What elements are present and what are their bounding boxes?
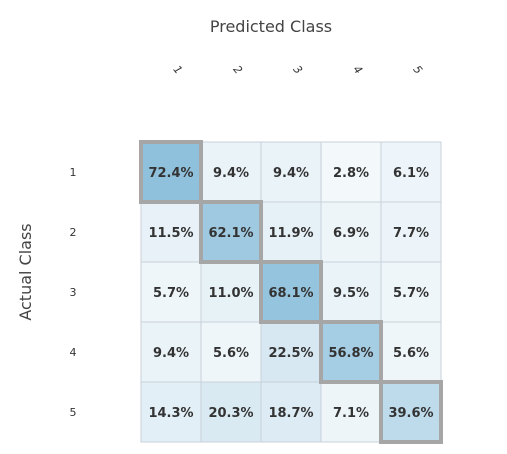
cell-value-label: 72.4% bbox=[148, 166, 193, 181]
y-tick-label: 4 bbox=[70, 346, 77, 359]
x-axis-title: Predicted Class bbox=[210, 17, 332, 36]
x-tick-label: 5 bbox=[410, 63, 424, 77]
y-tick-label: 3 bbox=[70, 286, 77, 299]
cell-value-label: 9.4% bbox=[273, 166, 309, 181]
cell-value-label: 62.1% bbox=[208, 226, 253, 241]
x-tick-label: 2 bbox=[230, 63, 244, 77]
y-tick-label: 1 bbox=[70, 166, 77, 179]
y-axis-ticks: 1 2 3 4 5 bbox=[70, 166, 77, 419]
x-tick-label: 3 bbox=[290, 63, 304, 77]
cell-value-label: 7.1% bbox=[333, 406, 369, 421]
cell-value-label: 11.0% bbox=[208, 286, 253, 301]
cell-value-label: 2.8% bbox=[333, 166, 369, 181]
cell-value-label: 7.7% bbox=[393, 226, 429, 241]
cell-value-label: 6.9% bbox=[333, 226, 369, 241]
cell-value-label: 22.5% bbox=[268, 346, 313, 361]
cell-value-label: 20.3% bbox=[208, 406, 253, 421]
heatmap-cells: 72.4% 9.4% 9.4% 2.8% 6.1% 11.5% 62.1% 11.9% 6.9%… bbox=[141, 142, 441, 442]
cell-value-label: 11.5% bbox=[148, 226, 193, 241]
cell-value-label: 5.6% bbox=[213, 346, 249, 361]
cell-value-label: 11.9% bbox=[268, 226, 313, 241]
cell-value-label: 9.4% bbox=[213, 166, 249, 181]
cell-value-label: 18.7% bbox=[268, 406, 313, 421]
y-axis-title: Actual Class bbox=[16, 223, 35, 320]
cell-value-label: 5.7% bbox=[393, 286, 429, 301]
cell-value-label: 9.5% bbox=[333, 286, 369, 301]
cell-value-label: 14.3% bbox=[148, 406, 193, 421]
cell-value-label: 6.1% bbox=[393, 166, 429, 181]
cell-value-label: 5.6% bbox=[393, 346, 429, 361]
cell-value-label: 56.8% bbox=[328, 346, 373, 361]
cell-value-label: 9.4% bbox=[153, 346, 189, 361]
x-tick-label: 4 bbox=[350, 63, 364, 77]
y-tick-label: 5 bbox=[70, 406, 77, 419]
y-tick-label: 2 bbox=[70, 226, 77, 239]
cell-value-label: 68.1% bbox=[268, 286, 313, 301]
cell-value-label: 39.6% bbox=[388, 406, 433, 421]
cell-value-label: 5.7% bbox=[153, 286, 189, 301]
x-tick-label: 1 bbox=[170, 63, 184, 77]
x-axis-ticks: 1 2 3 4 5 bbox=[170, 63, 424, 77]
